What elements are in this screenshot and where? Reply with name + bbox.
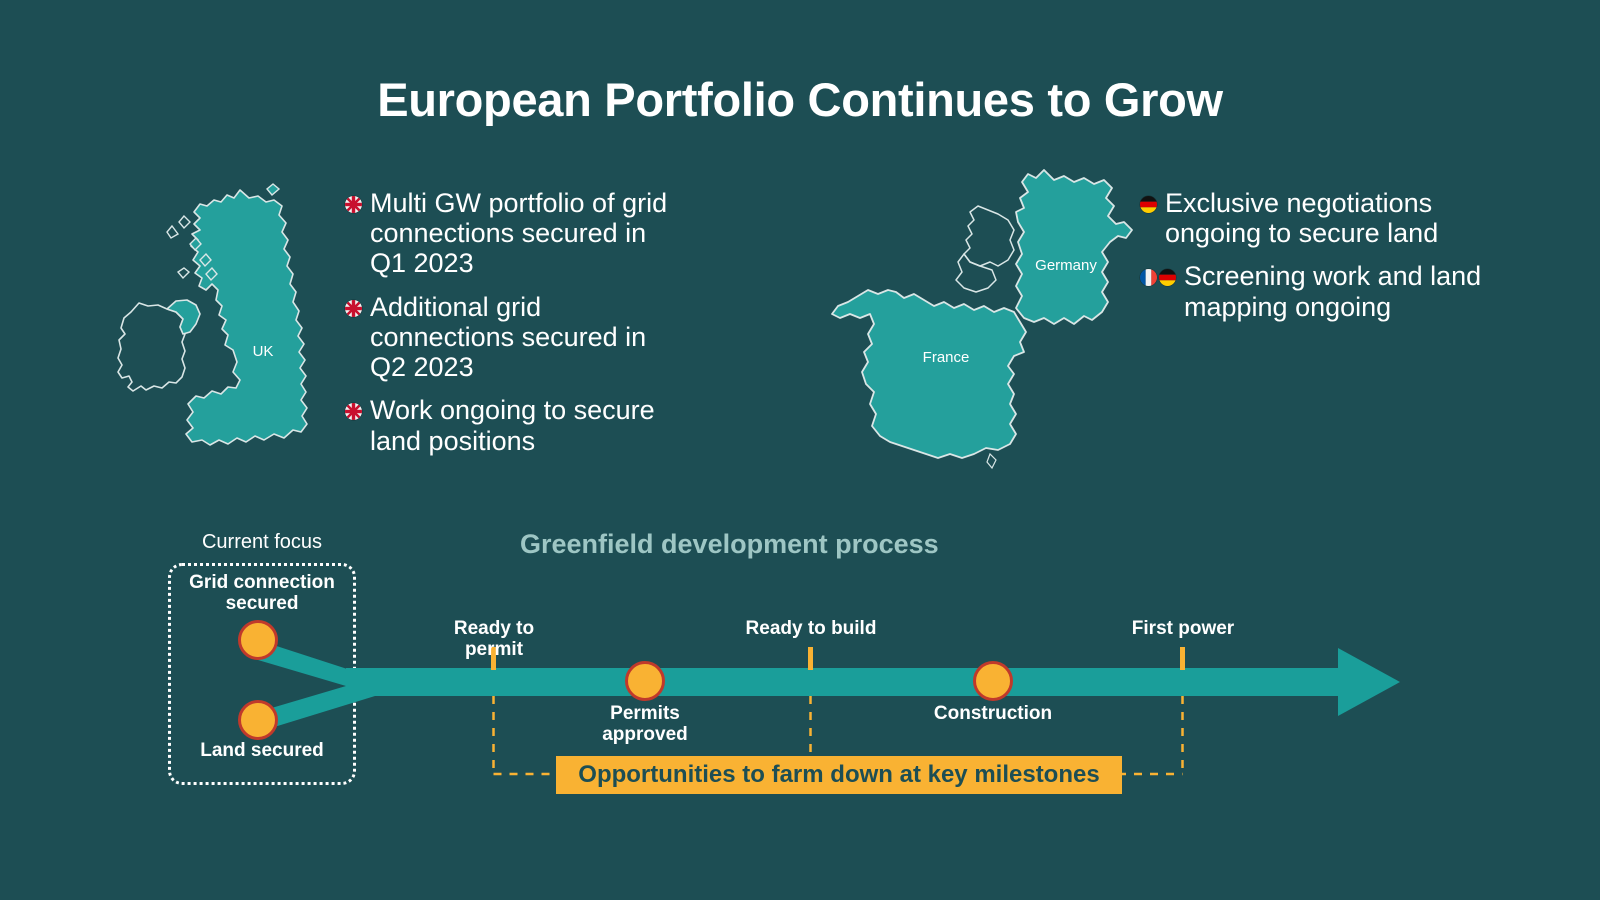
- map-uk-ireland: UK: [88, 172, 356, 472]
- tick-label-ready-to-permit: Ready to permit: [453, 618, 535, 660]
- map-label-germany: Germany: [1035, 257, 1097, 274]
- focus-dot-land-secured: [238, 700, 278, 740]
- list-item-label: Work ongoing to secure land positions: [370, 395, 655, 456]
- focus-item-land-secured: Land secured: [200, 740, 324, 761]
- list-item: Work ongoing to secure land positions: [345, 395, 675, 456]
- bullet-list-uk: Multi GW portfolio of grid connections s…: [345, 188, 675, 469]
- process-heading: Greenfield development process: [520, 529, 939, 559]
- list-item-label: Multi GW portfolio of grid connections s…: [370, 188, 668, 279]
- flag-group: [1140, 188, 1157, 213]
- list-item: Multi GW portfolio of grid connections s…: [345, 188, 675, 279]
- map-france-germany: Germany France: [818, 162, 1148, 482]
- bullet-list-eu: Exclusive negotiations ongoing to secure…: [1140, 188, 1490, 335]
- farm-down-banner: Opportunities to farm down at key milest…: [556, 756, 1122, 794]
- list-item: Exclusive negotiations ongoing to secure…: [1140, 188, 1490, 248]
- milestone-label-construction: Construction: [933, 703, 1053, 724]
- tick-label-ready-to-build: Ready to build: [745, 618, 877, 639]
- focus-dot-grid-connection: [238, 620, 278, 660]
- map-label-uk: UK: [253, 343, 274, 360]
- list-item-label: Additional grid connections secured in Q…: [370, 291, 647, 383]
- timeline-graphic: [258, 640, 1400, 776]
- uk-flag-icon: [345, 299, 362, 317]
- germany-flag-icon: [1159, 269, 1176, 287]
- tick-label-first-power: First power: [1131, 618, 1235, 639]
- germany-flag-icon: [1140, 196, 1157, 213]
- flag-group: [345, 395, 362, 421]
- milestone-dot-permits-approved: [625, 661, 665, 701]
- list-item: Screening work and land mapping ongoing: [1140, 261, 1490, 322]
- list-item: Additional grid connections secured in Q…: [345, 292, 675, 383]
- list-item-label: Exclusive negotiations ongoing to secure…: [1165, 188, 1439, 249]
- france-flag-icon: [1140, 269, 1157, 287]
- milestone-label-permits-approved: Permits approved: [602, 703, 688, 745]
- flag-group: [1140, 261, 1176, 287]
- current-focus-label: Current focus: [201, 531, 323, 553]
- flag-group: [345, 292, 362, 317]
- milestone-dot-construction: [973, 661, 1013, 701]
- uk-flag-icon: [345, 403, 362, 421]
- focus-item-grid-connection: Grid connection secured: [189, 572, 335, 615]
- page-title: European Portfolio Continues to Grow: [377, 73, 1223, 126]
- list-item-label: Screening work and land mapping ongoing: [1184, 261, 1482, 322]
- uk-flag-icon: [345, 196, 362, 213]
- map-label-france: France: [923, 349, 970, 366]
- flag-group: [345, 188, 362, 213]
